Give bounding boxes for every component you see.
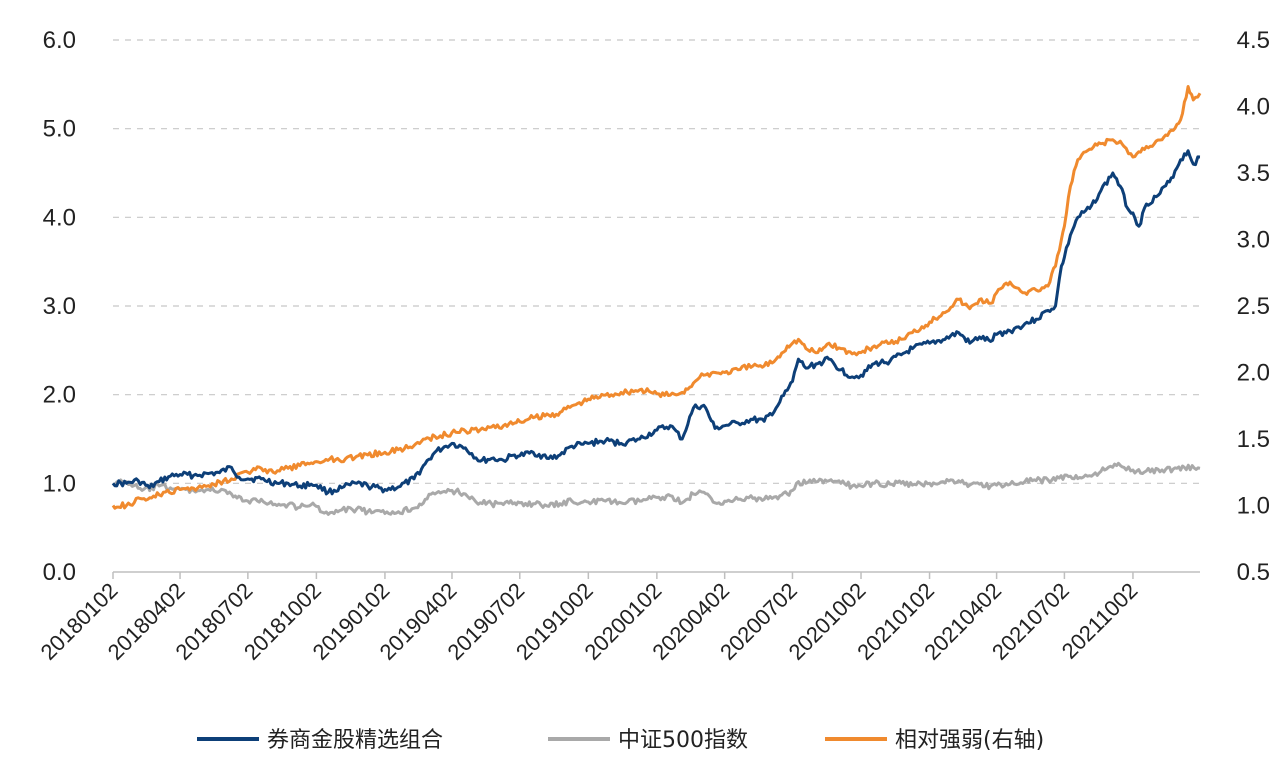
legend-label: 券商金股精选组合 [267,728,443,753]
gridlines [113,39,1200,484]
series-line-2 [111,85,1202,510]
legend-label: 中证500指数 [618,728,748,753]
right-y-tick-label: 2.0 [1237,360,1270,387]
x-axis-labels: 2018010220180402201807022018100220190102… [36,578,1143,665]
legend: 券商金股精选组合 中证500指数 相对强弱(右轴) [197,728,1044,753]
left-y-tick-label: 3.0 [43,293,76,320]
left-y-axis-labels: 0.0 1.0 2.0 3.0 4.0 5.0 6.0 [43,27,76,586]
right-y-tick-label: 1.5 [1237,426,1270,453]
left-y-tick-label: 5.0 [43,116,76,143]
legend-label: 相对强弱(右轴) [895,728,1044,753]
right-y-tick-label: 2.5 [1237,293,1270,320]
left-y-tick-label: 6.0 [43,27,76,54]
right-y-tick-label: 3.5 [1237,160,1270,187]
right-y-axis-labels: 0.5 1.0 1.5 2.0 2.5 3.0 3.5 4.0 4.5 [1237,27,1270,586]
left-y-tick-label: 0.0 [43,559,76,586]
right-y-tick-label: 0.5 [1237,559,1270,586]
x-axis [112,571,1200,579]
right-y-tick-label: 3.0 [1237,227,1270,254]
left-y-tick-label: 1.0 [43,470,76,497]
x-tick-label: 20211002 [1057,578,1143,664]
series-lines [111,85,1202,516]
series-line-1 [111,461,1201,516]
left-y-tick-label: 4.0 [43,204,76,231]
series-line-0 [111,149,1201,496]
right-y-tick-label: 4.0 [1237,94,1270,121]
right-y-tick-label: 1.0 [1237,493,1270,520]
right-y-tick-label: 4.5 [1237,27,1270,54]
left-y-tick-label: 2.0 [43,382,76,409]
